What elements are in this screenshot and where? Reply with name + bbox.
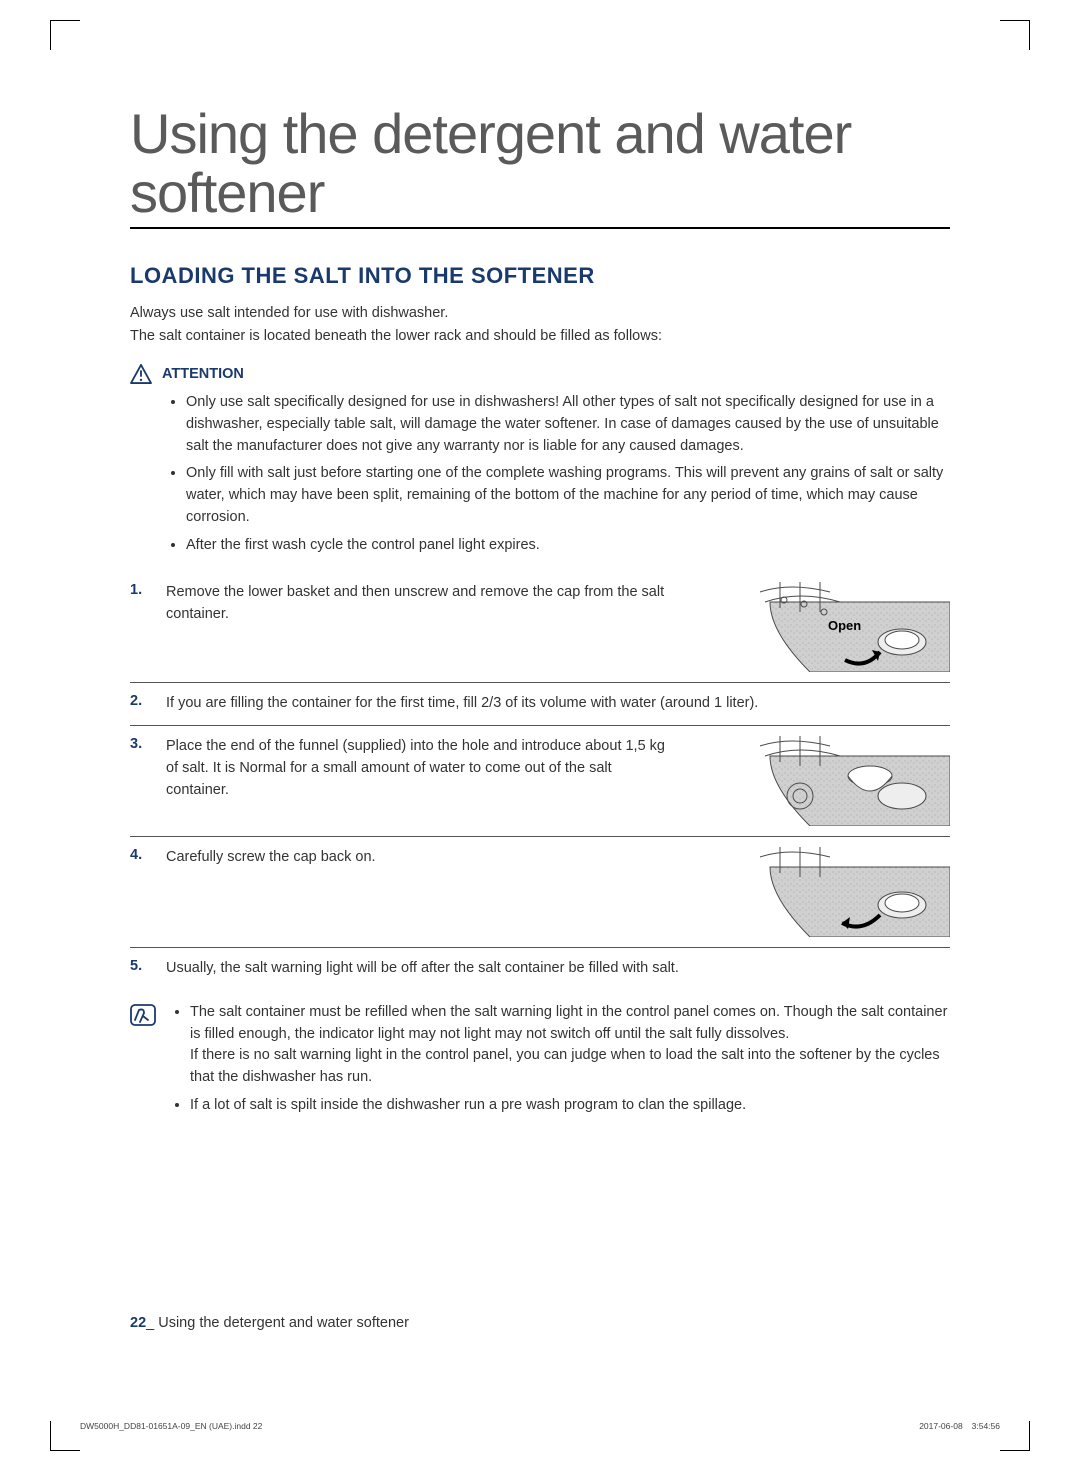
step-figure-funnel [730,736,950,826]
running-title: Using the detergent and water softener [158,1315,409,1331]
intro-line: Always use salt intended for use with di… [130,303,950,325]
step-number: 1. [130,582,152,672]
steps-list: 1. Remove the lower basket and then unsc… [130,572,950,990]
step-row: 3. Place the end of the funnel (supplied… [130,726,950,837]
attention-bullet: Only fill with salt just before starting… [186,463,950,528]
chapter-title: Using the detergent and water softener [130,105,950,229]
note-bullet: The salt container must be refilled when… [190,1002,950,1089]
notes-block: The salt container must be refilled when… [130,1002,950,1123]
note-icon [130,1004,156,1026]
page-footer: 22_ Using the detergent and water soften… [130,1315,950,1331]
intro-text: Always use salt intended for use with di… [130,303,950,349]
step-number: 2. [130,693,152,715]
note-bullets: The salt container must be refilled when… [170,1002,950,1123]
attention-bullet: After the first wash cycle the control p… [186,535,950,557]
crop-mark-tl [50,20,80,50]
step-text: If you are filling the container for the… [166,693,758,715]
crop-mark-br [1000,1421,1030,1451]
crop-mark-bl [50,1421,80,1451]
attention-bullet: Only use salt specifically designed for … [186,392,950,457]
note-bullet: If a lot of salt is spilt inside the dis… [190,1095,950,1117]
intro-line: The salt container is located beneath th… [130,326,950,348]
step-row: 5. Usually, the salt warning light will … [130,948,950,990]
step-row: 2. If you are filling the container for … [130,683,950,726]
imprint-left: DW5000H_DD81-01651A-09_EN (UAE).indd 22 [80,1421,262,1431]
step-row: 1. Remove the lower basket and then unsc… [130,572,950,683]
warning-triangle-icon [130,364,152,384]
attention-label: ATTENTION [162,366,244,382]
imprint-footer: DW5000H_DD81-01651A-09_EN (UAE).indd 22 … [80,1421,1000,1431]
section-title: LOADING THE SALT INTO THE SOFTENER [130,263,950,289]
footer-separator: _ [146,1315,158,1331]
figure-open-label: Open [828,618,861,633]
step-text: Carefully screw the cap back on. [166,847,376,869]
crop-mark-tr [1000,20,1030,50]
step-text: Remove the lower basket and then unscrew… [166,582,676,626]
step-number: 3. [130,736,152,826]
step-figure-close-cap [730,847,950,937]
step-row: 4. Carefully screw the cap back on. [130,837,950,948]
page-number: 22 [130,1315,146,1331]
attention-bullets: Only use salt specifically designed for … [130,392,950,556]
step-number: 4. [130,847,152,937]
step-text: Usually, the salt warning light will be … [166,958,679,980]
step-text: Place the end of the funnel (supplied) i… [166,736,676,801]
imprint-right: 2017-06-08 3:54:56 [919,1421,1000,1431]
step-figure-open-cap: Open [730,582,950,672]
attention-heading: ATTENTION [130,364,950,384]
step-number: 5. [130,958,152,980]
page-content: Using the detergent and water softener L… [130,105,950,1351]
